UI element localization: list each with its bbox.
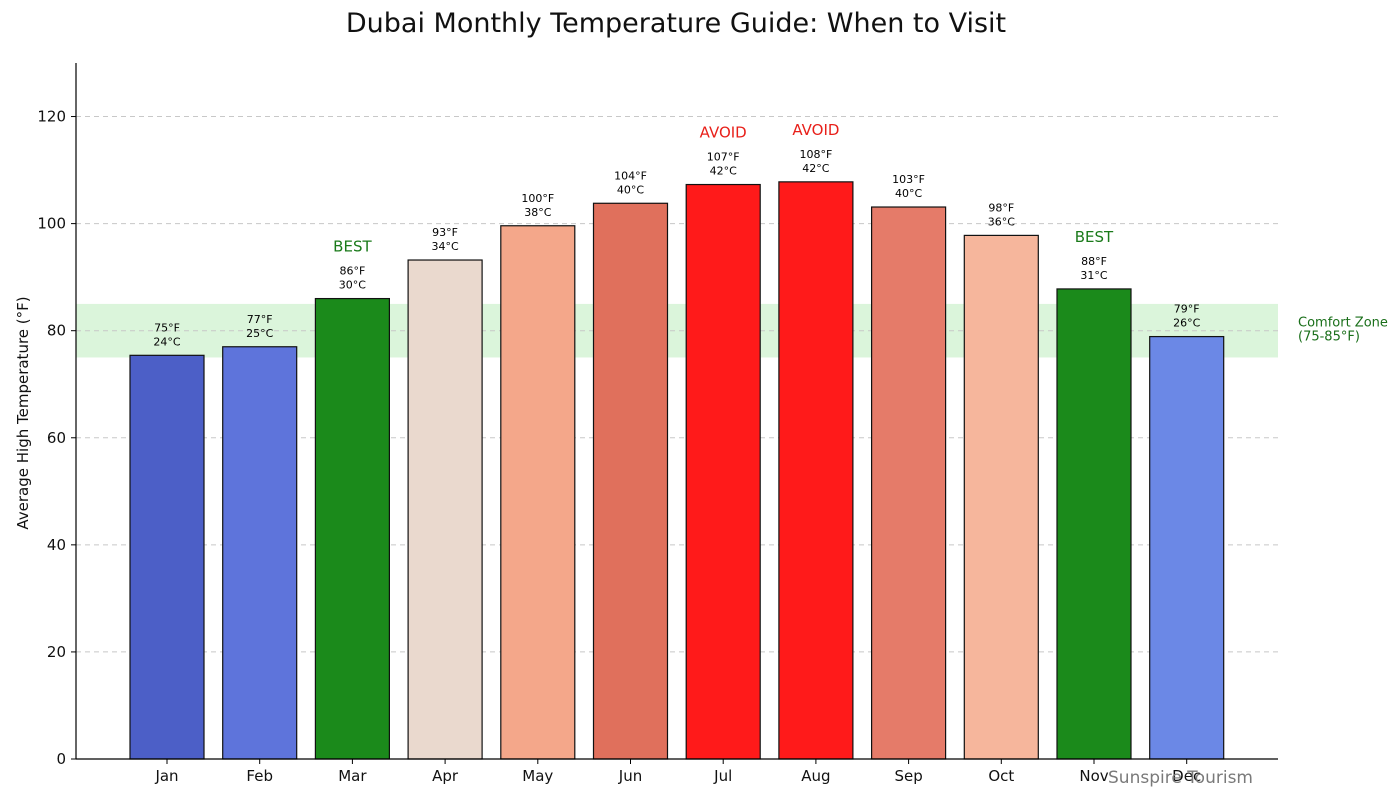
- x-tick-label: Jun: [618, 767, 642, 785]
- bar-may: [500, 225, 576, 760]
- x-tick-label: Apr: [432, 767, 459, 785]
- x-tick-label: Jan: [154, 767, 178, 785]
- x-tick-label: Sep: [894, 767, 922, 785]
- data-label-celsius: 31°C: [1080, 269, 1107, 282]
- y-tick-label: 100: [37, 215, 66, 233]
- data-label-fahrenheit: 88°F: [1081, 255, 1107, 268]
- data-label-fahrenheit: 77°F: [247, 313, 273, 326]
- chart-title: Dubai Monthly Temperature Guide: When to…: [345, 8, 1007, 39]
- annotation-avoid: AVOID: [792, 121, 839, 139]
- data-label-fahrenheit: 104°F: [614, 169, 647, 182]
- y-axis-label: Average High Temperature (°F): [14, 296, 32, 529]
- data-label-celsius: 24°C: [153, 335, 180, 348]
- watermark: Sunspire Tourism: [1108, 768, 1253, 788]
- annotation-best: BEST: [1075, 228, 1114, 246]
- bar-nov: [1056, 288, 1132, 760]
- x-tick-label: Feb: [246, 767, 273, 785]
- data-label-fahrenheit: 98°F: [988, 201, 1014, 214]
- data-label-celsius: 40°C: [895, 187, 922, 200]
- bar-sep: [870, 206, 947, 760]
- x-tick-label: May: [522, 767, 553, 785]
- comfort-zone-label-line: (75-85°F): [1298, 330, 1360, 345]
- annotation-avoid: AVOID: [700, 124, 747, 142]
- bar-dec: [1149, 335, 1225, 760]
- data-label-celsius: 30°C: [339, 279, 366, 292]
- data-label-celsius: 25°C: [246, 327, 273, 340]
- bar-mar: [314, 297, 390, 760]
- y-tick-label: 60: [47, 429, 66, 447]
- data-label-fahrenheit: 103°F: [892, 173, 925, 186]
- data-label-fahrenheit: 100°F: [521, 192, 554, 205]
- bar-jul: [685, 183, 761, 760]
- data-label-fahrenheit: 93°F: [432, 226, 458, 239]
- data-label-celsius: 42°C: [802, 162, 829, 175]
- x-tick-label: Aug: [801, 767, 830, 785]
- data-label-fahrenheit: 108°F: [799, 148, 832, 161]
- bar-jun: [592, 202, 669, 760]
- y-tick-label: 40: [47, 536, 66, 554]
- data-label-fahrenheit: 86°F: [339, 265, 365, 278]
- x-tick-label: Dec: [1172, 767, 1201, 785]
- x-tick-label: Jul: [713, 767, 732, 785]
- data-label-celsius: 36°C: [988, 215, 1015, 228]
- data-label-fahrenheit: 75°F: [154, 321, 180, 334]
- y-tick-label: 20: [47, 643, 66, 661]
- bar-apr: [407, 259, 483, 760]
- data-label-celsius: 40°C: [617, 183, 644, 196]
- y-tick-label: 120: [37, 108, 66, 126]
- data-label-celsius: 34°C: [432, 240, 459, 253]
- data-label-celsius: 42°C: [710, 165, 737, 178]
- y-tick-label: 80: [47, 322, 66, 340]
- x-tick-label: Oct: [988, 767, 1014, 785]
- y-tick-label: 0: [56, 750, 66, 768]
- bar-feb: [222, 346, 298, 760]
- bar-aug: [778, 181, 854, 760]
- axes: 0 20 40 60 80 100 120 Jan Feb Mar Apr May Jun Jul Aug S…: [14, 63, 1278, 785]
- data-label-fahrenheit: 107°F: [707, 151, 740, 164]
- data-label-celsius: 38°C: [524, 206, 551, 219]
- data-label-fahrenheit: 79°F: [1174, 303, 1200, 316]
- annotation-best: BEST: [333, 238, 372, 256]
- data-label-celsius: 26°C: [1173, 317, 1200, 330]
- comfort-zone-label-line: Comfort Zone: [1298, 316, 1388, 331]
- bar-oct: [963, 234, 1039, 760]
- data-labels: Comfort Zone(75-85°F) 75°F24°C 77°F25°C 86°…: [153, 121, 1388, 348]
- bars: [129, 181, 1225, 760]
- x-tick-label: Mar: [338, 767, 367, 785]
- bar-jan: [129, 354, 205, 760]
- x-tick-label: Nov: [1079, 767, 1108, 785]
